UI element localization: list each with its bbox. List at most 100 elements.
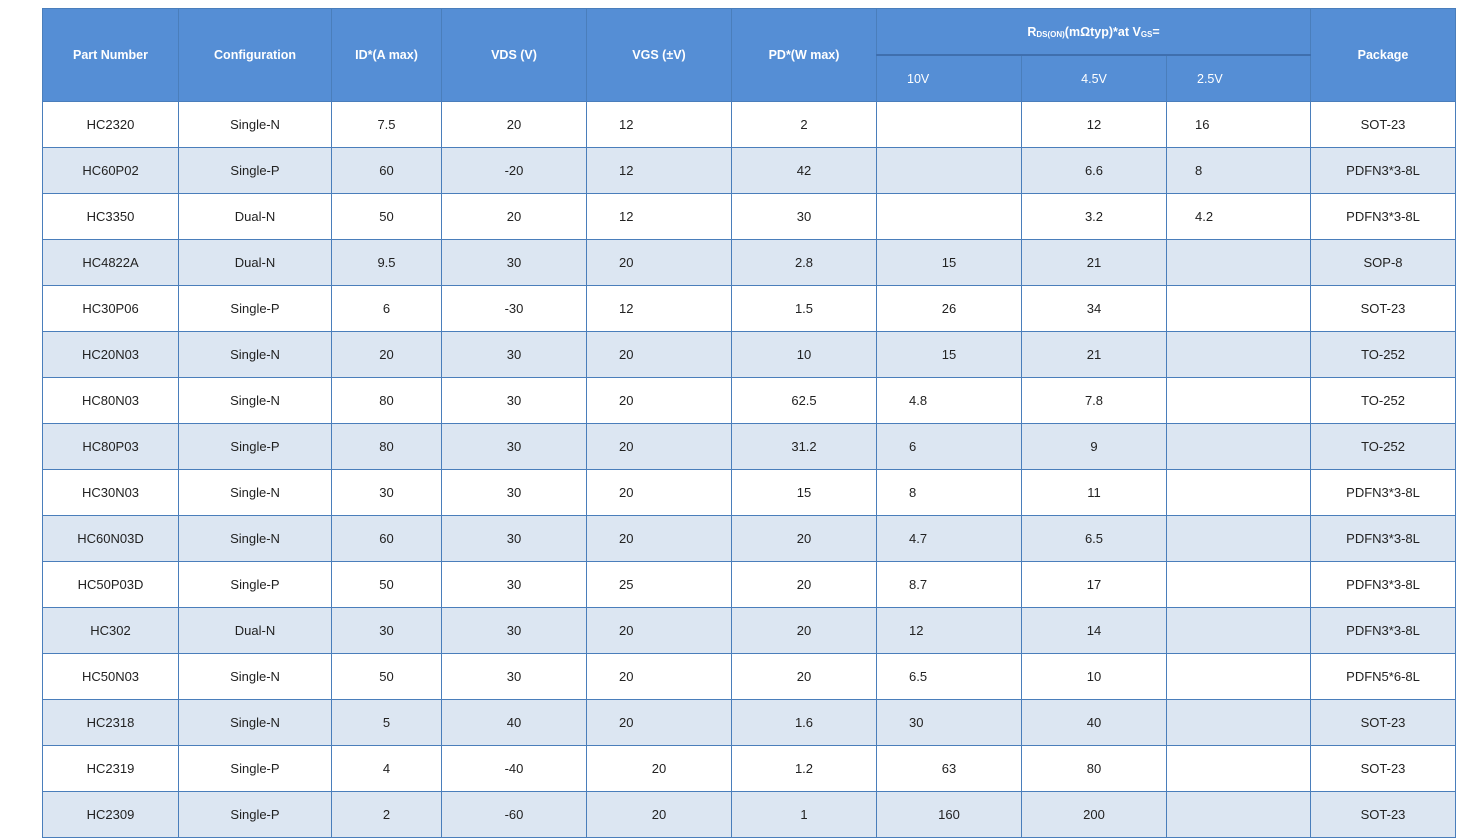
cell: [1165, 515, 1312, 562]
cell: 20: [441, 193, 587, 240]
table-row: HC2320 Single-N 7.5 20 12 2 12 16 SOT-23: [42, 101, 1457, 148]
cell: 4: [331, 745, 442, 792]
cell: 12: [586, 147, 732, 194]
subheader-cell: 4.5V: [1021, 54, 1167, 102]
cell: 30: [876, 699, 1022, 746]
cell: HC60P02: [42, 147, 179, 194]
cell: 60: [331, 147, 442, 194]
cell: 30: [441, 377, 587, 424]
cell: 21: [1021, 239, 1167, 286]
cell: 20: [586, 515, 732, 562]
cell: TO-252: [1310, 331, 1457, 378]
cell: PDFN3*3-8L: [1310, 607, 1457, 654]
table-wrap: Part Number Configuration ID*(A max) VDS (V…: [42, 8, 1457, 838]
header-cell: ID*(A max): [331, 8, 442, 102]
cell: 63: [876, 745, 1022, 792]
table-row: HC20N03 Single-N 20 30 20 10 15 21 TO-252: [42, 331, 1457, 378]
cell: 80: [331, 377, 442, 424]
cell: 12: [586, 285, 732, 332]
cell: 9: [1021, 423, 1167, 470]
cell: Single-N: [178, 699, 332, 746]
cell: 20: [731, 607, 877, 654]
cell: [1165, 469, 1312, 516]
cell: [1165, 561, 1312, 608]
cell: 20: [586, 423, 732, 470]
cell: [1165, 423, 1312, 470]
cell: HC80N03: [42, 377, 179, 424]
cell: 4.2: [1165, 193, 1312, 240]
cell: 15: [731, 469, 877, 516]
cell: 30: [441, 331, 587, 378]
cell: TO-252: [1310, 377, 1457, 424]
cell: HC2319: [42, 745, 179, 792]
table-row: HC2318 Single-N 5 40 20 1.6 30 40 SOT-23: [42, 699, 1457, 746]
table-row: HC30P06 Single-P 6 -30 12 1.5 26 34 SOT-23: [42, 285, 1457, 332]
table-row: HC80P03 Single-P 80 30 20 31.2 6 9 TO-252: [42, 423, 1457, 470]
header-cell: Package: [1310, 8, 1457, 102]
cell: HC80P03: [42, 423, 179, 470]
header-cell: VGS (±V): [586, 8, 732, 102]
cell: 30: [331, 469, 442, 516]
table-row: HC30N03 Single-N 30 30 20 15 8 11 PDFN3*3-8L: [42, 469, 1457, 516]
cell: 30: [441, 653, 587, 700]
cell: 20: [586, 699, 732, 746]
cell: 42: [731, 147, 877, 194]
table-row: HC50N03 Single-N 50 30 20 20 6.5 10 PDFN5*6-8L: [42, 653, 1457, 700]
header-cell: PD*(W max): [731, 8, 877, 102]
cell: 40: [1021, 699, 1167, 746]
cell: 6.5: [1021, 515, 1167, 562]
table-row: HC302 Dual-N 30 30 20 20 12 14 PDFN3*3-8L: [42, 607, 1457, 654]
cell: 8.7: [876, 561, 1022, 608]
table-row: HC4822A Dual-N 9.5 30 20 2.8 15 21 SOP-8: [42, 239, 1457, 286]
cell: 21: [1021, 331, 1167, 378]
cell: [1165, 239, 1312, 286]
cell: PDFN5*6-8L: [1310, 653, 1457, 700]
table-row: HC60P02 Single-P 60 -20 12 42 6.6 8 PDFN3*3-8L: [42, 147, 1457, 194]
cell: 62.5: [731, 377, 877, 424]
cell: HC30P06: [42, 285, 179, 332]
cell: 3.2: [1021, 193, 1167, 240]
cell: 40: [441, 699, 587, 746]
cell: 4.7: [876, 515, 1022, 562]
cell: 6: [876, 423, 1022, 470]
cell: 20: [586, 745, 732, 792]
cell: -40: [441, 745, 587, 792]
cell: SOT-23: [1310, 101, 1457, 148]
cell: 30: [441, 607, 587, 654]
cell: 20: [586, 607, 732, 654]
cell: Single-P: [178, 147, 332, 194]
cell: 8: [1165, 147, 1312, 194]
cell: [1165, 791, 1312, 838]
header-title-part: GS: [1140, 29, 1153, 39]
cell: 30: [731, 193, 877, 240]
header-group: RDS(ON)(mΩtyp)*at VGS=: [875, 8, 1312, 56]
cell: 1.5: [731, 285, 877, 332]
cell: HC60N03D: [42, 515, 179, 562]
cell: 6: [331, 285, 442, 332]
cell: [876, 101, 1022, 148]
header-title-part: DS(ON): [1036, 29, 1065, 39]
cell: Single-N: [178, 653, 332, 700]
cell: 25: [586, 561, 732, 608]
cell: 12: [876, 607, 1022, 654]
table-body: HC2320 Single-N 7.5 20 12 2 12 16 SOT-23 HC60P02 S…: [42, 101, 1457, 838]
cell: Single-N: [178, 331, 332, 378]
cell: 20: [586, 469, 732, 516]
cell: 20: [586, 791, 732, 838]
cell: 20: [586, 653, 732, 700]
cell: 160: [876, 791, 1022, 838]
cell: 31.2: [731, 423, 877, 470]
cell: 20: [586, 239, 732, 286]
cell: 5: [331, 699, 442, 746]
cell: HC2309: [42, 791, 179, 838]
cell: 12: [1021, 101, 1167, 148]
cell: 30: [441, 239, 587, 286]
cell: 1.2: [731, 745, 877, 792]
cell: PDFN3*3-8L: [1310, 515, 1457, 562]
cell: PDFN3*3-8L: [1310, 193, 1457, 240]
cell: 12: [586, 193, 732, 240]
cell: Single-P: [178, 745, 332, 792]
cell: 50: [331, 193, 442, 240]
cell: 17: [1021, 561, 1167, 608]
cell: 6.5: [876, 653, 1022, 700]
